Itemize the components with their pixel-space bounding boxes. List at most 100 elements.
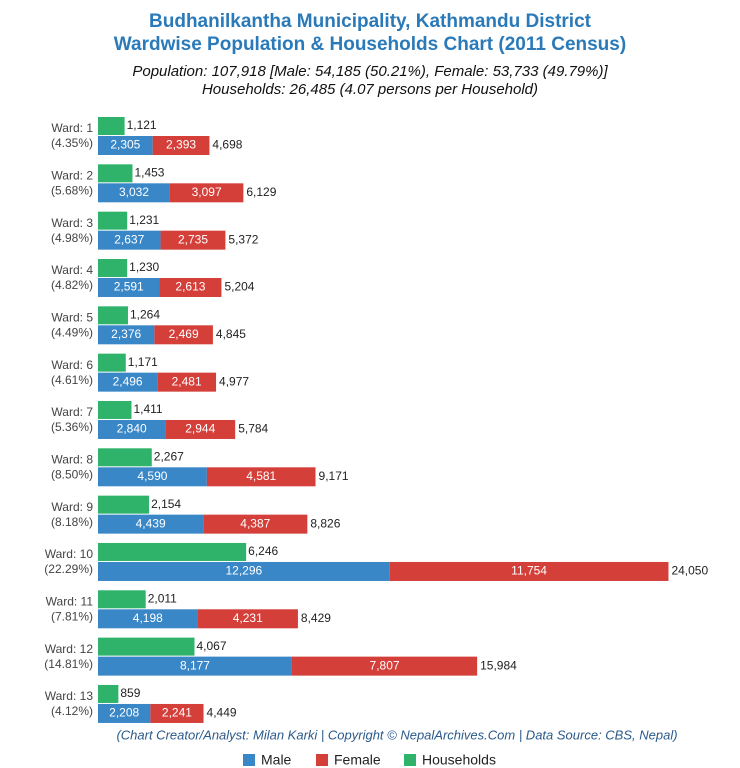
category-label: Ward: 7 (51, 405, 93, 419)
data-label: 4,231 (233, 611, 263, 625)
data-label: 3,097 (192, 185, 222, 199)
category-note: (4.35%) (51, 136, 93, 150)
total-label: 8,826 (310, 516, 340, 530)
bar (98, 495, 150, 514)
chart-title: Budhanilkantha Municipality, Kathmandu D… (149, 11, 592, 32)
category-label: Ward: 10 (45, 547, 94, 561)
data-label: 3,032 (119, 185, 149, 199)
bar (157, 372, 217, 392)
data-label: 4,581 (246, 469, 276, 483)
bar (203, 514, 308, 534)
data-label: 11,754 (511, 564, 547, 578)
footer: (Chart Creator/Analyst: Milan Karki | Co… (116, 727, 677, 742)
data-label: 2,208 (109, 706, 139, 720)
data-label: 2,944 (185, 422, 215, 436)
category-note: (4.82%) (51, 278, 93, 292)
data-label: 4,590 (137, 469, 167, 483)
bar (98, 703, 151, 723)
category-label: Ward: 9 (51, 500, 93, 514)
total-label: 5,204 (224, 280, 254, 294)
bar (165, 419, 236, 439)
data-label: 1,230 (129, 260, 159, 274)
legend-swatch (404, 754, 416, 766)
data-label: 6,246 (248, 544, 278, 558)
bar (98, 325, 155, 345)
chart-title: Wardwise Population & Households Chart (… (114, 34, 626, 55)
category-note: (5.36%) (51, 420, 93, 434)
category-note: (4.12%) (51, 704, 93, 718)
data-label: 2,393 (166, 138, 196, 152)
bar (98, 117, 125, 135)
data-label: 1,264 (130, 307, 160, 321)
data-label: 1,411 (133, 402, 162, 416)
data-label: 2,613 (175, 280, 205, 294)
data-label: 2,241 (162, 706, 192, 720)
bar (98, 400, 132, 419)
data-label: 1,453 (134, 166, 164, 180)
bar (98, 561, 390, 581)
total-label: 15,984 (480, 658, 517, 672)
bar (98, 542, 247, 561)
bar (98, 164, 133, 183)
bar (98, 514, 204, 534)
data-label: 2,376 (111, 327, 141, 341)
bar (98, 277, 160, 297)
data-label: 2,469 (169, 327, 199, 341)
category-label: Ward: 4 (51, 263, 93, 277)
category-label: Ward: 2 (51, 169, 93, 183)
data-label: 7,807 (370, 658, 400, 672)
legend-swatch (243, 754, 255, 766)
bar (169, 183, 244, 203)
data-label: 4,198 (133, 611, 163, 625)
category-label: Ward: 12 (45, 642, 94, 656)
data-label: 2,591 (114, 280, 144, 294)
category-label: Ward: 13 (45, 689, 94, 703)
bar (197, 609, 298, 629)
bar (98, 183, 170, 203)
bar (98, 467, 207, 487)
category-note: (22.29%) (44, 562, 93, 576)
bar (98, 684, 119, 703)
category-label: Ward: 11 (46, 594, 94, 608)
data-label: 2,154 (151, 497, 181, 511)
total-label: 4,698 (212, 138, 242, 152)
bar (98, 211, 128, 230)
bar (98, 419, 166, 439)
data-label: 4,387 (240, 516, 270, 530)
bar (98, 590, 146, 609)
total-label: 8,429 (301, 611, 331, 625)
bar (152, 136, 210, 155)
total-label: 4,449 (207, 706, 237, 720)
bar (98, 609, 198, 629)
category-note: (8.50%) (51, 467, 93, 481)
category-label: Ward: 6 (51, 358, 93, 372)
data-label: 1,231 (129, 213, 159, 227)
data-label: 2,496 (113, 374, 143, 388)
category-note: (8.18%) (51, 515, 93, 529)
data-label: 12,296 (225, 564, 262, 578)
category-note: (4.98%) (51, 231, 93, 245)
bar (98, 230, 161, 250)
category-note: (4.61%) (51, 373, 93, 387)
bar (98, 637, 195, 656)
category-note: (14.81%) (44, 657, 93, 671)
bar (98, 258, 128, 277)
data-label: 2,267 (154, 449, 184, 463)
bar (291, 656, 478, 676)
category-label: Ward: 8 (51, 452, 93, 466)
category-label: Ward: 3 (51, 216, 93, 230)
bar (98, 448, 152, 467)
legend-label: Female (334, 752, 381, 768)
legend-swatch (316, 754, 328, 766)
data-label: 2,735 (178, 232, 208, 246)
total-label: 5,784 (238, 422, 268, 436)
bar (98, 136, 153, 155)
bar (98, 656, 292, 676)
data-label: 1,121 (127, 118, 157, 132)
data-label: 2,011 (148, 591, 177, 605)
data-label: 1,171 (128, 355, 158, 369)
bar (154, 325, 213, 345)
bar (98, 353, 126, 372)
total-label: 9,171 (319, 469, 349, 483)
